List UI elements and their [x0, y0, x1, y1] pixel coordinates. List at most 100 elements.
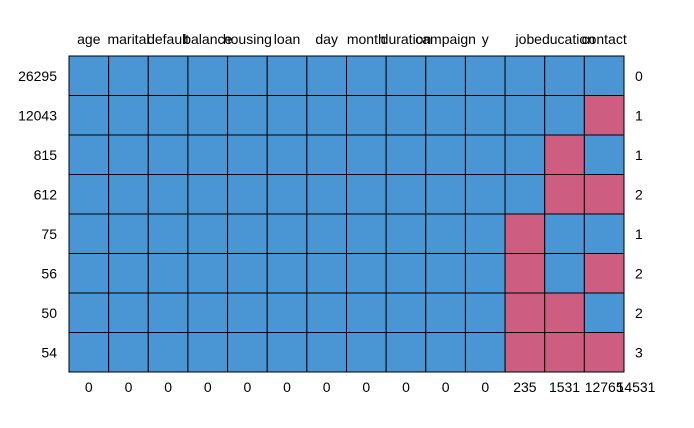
column-missing-total: 0	[164, 379, 172, 395]
pattern-cell	[227, 332, 268, 373]
pattern-cell	[306, 134, 348, 175]
column-label: duration	[381, 31, 432, 47]
pattern-grid	[68, 55, 625, 373]
pattern-cell	[544, 134, 585, 175]
pattern-cell	[544, 332, 585, 373]
column-missing-total: 1531	[549, 379, 580, 395]
pattern-cell	[147, 95, 189, 136]
column-label: balance	[183, 31, 232, 47]
pattern-cell	[227, 95, 268, 136]
pattern-cell	[464, 213, 506, 254]
pattern-cell	[266, 174, 308, 215]
row-missing-total: 0	[635, 68, 643, 84]
pattern-cell	[504, 55, 546, 96]
pattern-cell	[504, 134, 546, 175]
column-missing-total: 235	[513, 379, 537, 395]
pattern-cell	[425, 55, 466, 96]
pattern-cell	[583, 213, 625, 254]
pattern-cell	[68, 213, 110, 254]
column-label: education	[534, 31, 595, 47]
column-missing-total: 0	[243, 379, 251, 395]
pattern-cell	[544, 55, 585, 96]
pattern-cell	[227, 292, 268, 333]
pattern-cell	[108, 55, 149, 96]
pattern-cell	[68, 174, 110, 215]
pattern-cell	[147, 134, 189, 175]
pattern-cell	[346, 332, 387, 373]
pattern-cell	[425, 292, 466, 333]
pattern-cell	[227, 55, 268, 96]
pattern-cell	[68, 55, 110, 96]
row-missing-total: 1	[635, 226, 643, 242]
pattern-cell	[385, 174, 427, 215]
pattern-cell	[346, 55, 387, 96]
pattern-cell	[583, 253, 625, 294]
pattern-cell	[108, 213, 149, 254]
pattern-cell	[187, 134, 229, 175]
pattern-cell	[187, 332, 229, 373]
pattern-cell	[108, 95, 149, 136]
pattern-cell	[583, 95, 625, 136]
row-count-label: 815	[34, 147, 58, 163]
pattern-cell	[544, 213, 585, 254]
pattern-cell	[266, 55, 308, 96]
pattern-cell	[385, 213, 427, 254]
pattern-cell	[583, 292, 625, 333]
column-label: day	[315, 31, 338, 47]
pattern-cell	[544, 95, 585, 136]
pattern-cell	[187, 213, 229, 254]
pattern-cell	[147, 55, 189, 96]
pattern-cell	[108, 332, 149, 373]
pattern-cell	[108, 134, 149, 175]
pattern-cell	[346, 253, 387, 294]
pattern-cell	[266, 95, 308, 136]
pattern-cell	[306, 55, 348, 96]
pattern-cell	[187, 292, 229, 333]
column-label: campaign	[415, 31, 476, 47]
pattern-cell	[147, 332, 189, 373]
pattern-cell	[68, 134, 110, 175]
pattern-cell	[187, 253, 229, 294]
pattern-cell	[68, 95, 110, 136]
pattern-cell	[425, 134, 466, 175]
pattern-cell	[425, 213, 466, 254]
pattern-cell	[346, 213, 387, 254]
column-label: loan	[274, 31, 300, 47]
column-label: job	[515, 31, 535, 47]
column-missing-total: 0	[481, 379, 489, 395]
pattern-cell	[346, 95, 387, 136]
pattern-cell	[266, 253, 308, 294]
row-missing-totals: 0 1 1 2 1 2 2 3	[635, 68, 643, 361]
pattern-cell	[346, 134, 387, 175]
row-missing-total: 2	[635, 265, 643, 281]
pattern-cell	[227, 134, 268, 175]
column-label: y	[482, 31, 489, 47]
column-label: marital	[107, 31, 149, 47]
pattern-cell	[385, 134, 427, 175]
row-missing-total: 3	[635, 344, 643, 360]
pattern-cell	[266, 292, 308, 333]
pattern-cell	[464, 95, 506, 136]
column-missing-total: 12765	[585, 379, 624, 395]
row-count-label: 56	[41, 265, 57, 281]
pattern-cell	[68, 332, 110, 373]
pattern-cell	[385, 55, 427, 96]
row-missing-total: 1	[635, 147, 643, 163]
pattern-cell	[346, 174, 387, 215]
pattern-cell	[385, 332, 427, 373]
pattern-cell	[464, 174, 506, 215]
column-missing-total: 0	[125, 379, 133, 395]
pattern-cell	[187, 95, 229, 136]
row-count-label: 12043	[18, 107, 57, 123]
pattern-cell	[306, 253, 348, 294]
pattern-cell	[464, 332, 506, 373]
pattern-cell	[504, 213, 546, 254]
column-label: housing	[223, 31, 272, 47]
column-missing-total: 0	[362, 379, 370, 395]
pattern-cell	[385, 253, 427, 294]
pattern-cell	[266, 213, 308, 254]
pattern-cell	[68, 292, 110, 333]
pattern-cell	[504, 253, 546, 294]
